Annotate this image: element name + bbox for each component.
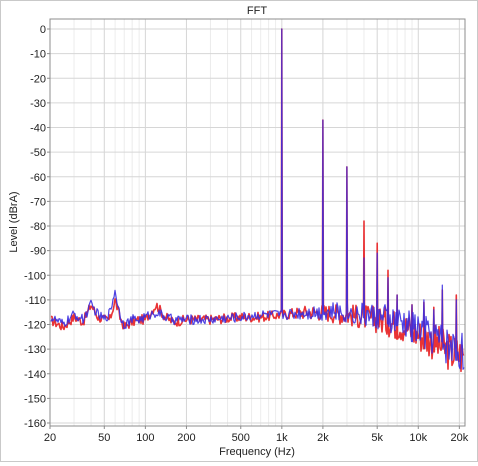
y-tick-label: -100 — [24, 270, 46, 282]
y-tick-label: -60 — [30, 172, 46, 184]
y-tick-label: -20 — [30, 73, 46, 85]
x-tick-label: 200 — [177, 432, 195, 444]
y-tick-label: -70 — [30, 196, 46, 208]
x-axis-label: Frequency (Hz) — [219, 446, 295, 458]
x-tick-label: 10k — [409, 432, 427, 444]
x-tick-label: 1k — [276, 432, 288, 444]
x-tick-label: 5k — [371, 432, 383, 444]
x-tick-label: 20 — [44, 432, 56, 444]
x-tick-label: 100 — [136, 432, 154, 444]
chart-title: FFT — [247, 5, 267, 17]
x-tick-label: 50 — [98, 432, 110, 444]
y-axis-label: Level (dBrA) — [8, 191, 20, 252]
series-line — [50, 28, 465, 370]
series-line — [50, 28, 465, 373]
y-tick-label: -130 — [24, 344, 46, 356]
y-tick-label: 0 — [40, 24, 46, 36]
y-tick-label: -160 — [24, 418, 46, 430]
y-tick-label: -110 — [25, 295, 46, 307]
series-layer — [50, 28, 465, 373]
y-tick-label: -120 — [24, 320, 46, 332]
y-tick-label: -40 — [30, 123, 46, 135]
x-axis-ticks: 20 50 100 200 500 1k 2k 5k 10k 20k — [44, 426, 469, 444]
plot-area-border — [49, 18, 466, 427]
y-tick-label: -140 — [24, 369, 46, 381]
major-gridlines — [49, 19, 465, 426]
y-tick-label: -150 — [24, 393, 46, 405]
y-tick-label: -10 — [30, 49, 46, 61]
y-tick-label: -30 — [30, 98, 46, 110]
x-tick-label: 20k — [450, 432, 468, 444]
y-tick-label: -90 — [30, 246, 46, 258]
x-tick-label: 2k — [317, 432, 329, 444]
y-axis-ticks: 0 -10 -20 -30 -40 -50 -60 -70 -80 -90 -100 -110 -120… — [24, 24, 50, 430]
y-tick-label: -80 — [30, 221, 46, 233]
y-tick-label: -50 — [30, 147, 46, 159]
minor-gridlines — [73, 19, 413, 426]
x-tick-label: 500 — [232, 432, 250, 444]
